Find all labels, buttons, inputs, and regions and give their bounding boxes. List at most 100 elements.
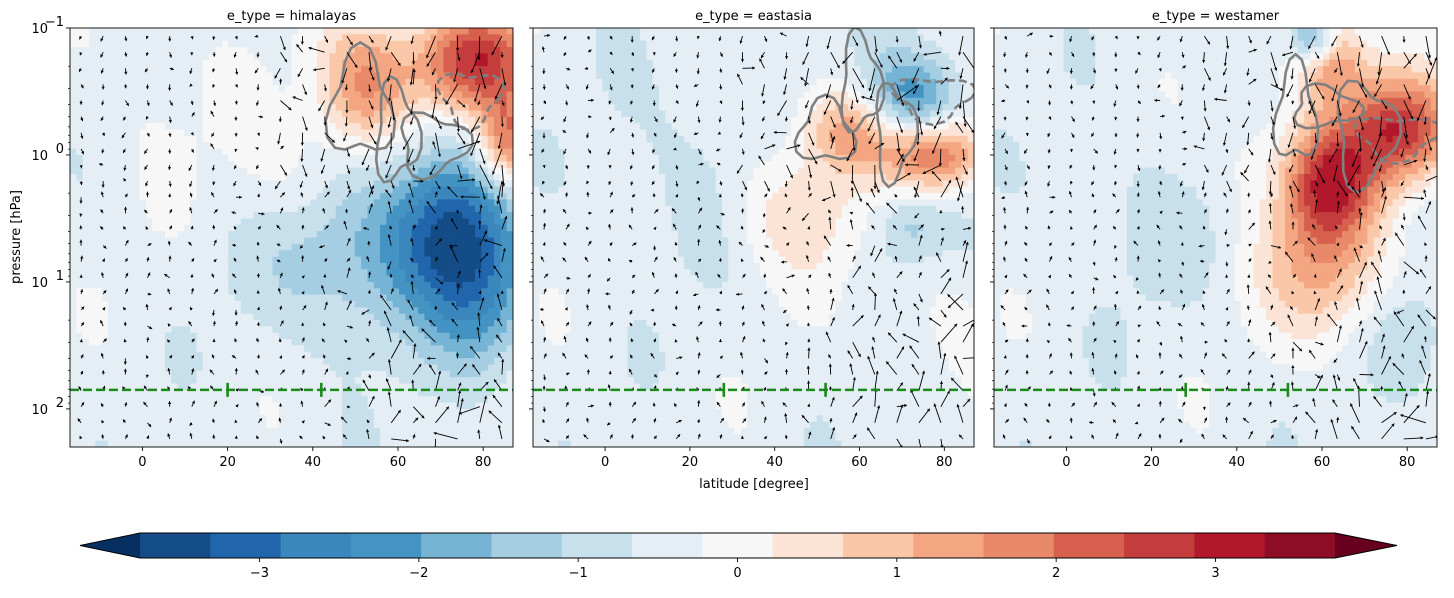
- heat-cell: [354, 28, 362, 35]
- heat-cell: [361, 351, 369, 359]
- heat-cell: [405, 205, 413, 213]
- heat-cell: [506, 116, 513, 124]
- heat-cell: [76, 326, 84, 334]
- heat-cell: [354, 300, 362, 308]
- heat-cell: [259, 59, 267, 67]
- heat-cell: [120, 288, 128, 296]
- heat-cell: [126, 72, 134, 80]
- quiver-arrowhead: [167, 433, 171, 437]
- heat-cell: [316, 440, 324, 447]
- heat-cell: [285, 66, 293, 74]
- heat-cell: [70, 440, 77, 447]
- heat-cell: [247, 364, 255, 372]
- heat-cell: [310, 148, 318, 156]
- quiver-arrowhead: [79, 165, 83, 169]
- heat-cell: [468, 154, 476, 162]
- heat-cell: [164, 408, 172, 416]
- heat-cell: [240, 47, 248, 54]
- heat-cell: [291, 281, 299, 289]
- heat-cell: [234, 53, 242, 61]
- heat-cell: [139, 434, 147, 442]
- heat-cell: [278, 40, 286, 48]
- heat-cell: [297, 281, 305, 289]
- heat-cell: [253, 167, 261, 175]
- heat-cell: [164, 66, 172, 74]
- heat-cell: [329, 256, 337, 264]
- heat-cell: [418, 237, 425, 245]
- heat-cell: [424, 40, 432, 48]
- heat-cell: [253, 142, 261, 150]
- heat-cell: [272, 116, 280, 124]
- heat-cell: [70, 123, 77, 131]
- heat-cell: [468, 161, 476, 169]
- heat-cell: [120, 383, 128, 391]
- heat-cell: [342, 300, 350, 308]
- heat-cell: [114, 237, 122, 245]
- heat-cell: [101, 332, 109, 340]
- heat-cell: [240, 205, 248, 213]
- heat-cell: [449, 402, 457, 410]
- heat-cell: [297, 421, 305, 429]
- heat-cell: [380, 370, 388, 378]
- heat-cell: [209, 154, 217, 162]
- heat-cell: [456, 91, 463, 99]
- heat-cell: [494, 421, 501, 429]
- quiver-arrowhead: [191, 355, 194, 359]
- heat-cell: [70, 281, 77, 289]
- heat-cell: [297, 85, 305, 93]
- quiver-arrowhead: [123, 361, 127, 365]
- heat-cell: [367, 313, 375, 321]
- heat-cell: [171, 237, 179, 245]
- heat-cell: [70, 91, 77, 99]
- heat-cell: [158, 110, 166, 118]
- quiver-arrowhead: [212, 36, 216, 40]
- heat-cell: [380, 281, 388, 289]
- heat-cell: [177, 72, 185, 80]
- heat-cell: [266, 364, 274, 372]
- heat-cell: [405, 231, 413, 239]
- heat-cell: [266, 116, 274, 124]
- heat-cell: [310, 72, 318, 80]
- heat-cell: [177, 110, 185, 118]
- heat-cell: [266, 408, 274, 416]
- heat-cell: [126, 135, 134, 143]
- heat-cell: [88, 351, 96, 359]
- heat-cell: [247, 212, 255, 220]
- heat-cell: [70, 53, 77, 61]
- heat-cell: [158, 231, 166, 239]
- heat-cell: [367, 91, 375, 99]
- heat-cell: [506, 389, 513, 397]
- heat-cell: [164, 288, 172, 296]
- heat-cell: [291, 135, 299, 143]
- heat-cell: [247, 40, 255, 48]
- quiver-arrowhead: [101, 403, 104, 407]
- heat-cell: [272, 104, 280, 112]
- heat-cell: [411, 377, 419, 385]
- heat-cell: [437, 389, 444, 397]
- heat-cell: [500, 97, 508, 105]
- heat-cell: [449, 186, 457, 194]
- heat-cell: [449, 34, 457, 42]
- heat-cell: [101, 427, 109, 435]
- quiver-arrowhead: [168, 193, 172, 197]
- heat-cell: [285, 250, 293, 258]
- heat-cell: [126, 281, 134, 289]
- quiver-arrowhead: [145, 116, 149, 120]
- heat-cell: [209, 396, 217, 404]
- heat-cell: [285, 148, 293, 156]
- heat-cell: [316, 269, 324, 277]
- heat-cell: [158, 47, 166, 54]
- heat-cell: [259, 40, 267, 48]
- heat-cell: [126, 53, 134, 61]
- heat-cell: [95, 300, 103, 308]
- heat-cell: [228, 288, 236, 296]
- heat-cell: [152, 307, 160, 315]
- heat-cell: [221, 218, 229, 226]
- heat-cell: [329, 434, 337, 442]
- quiver-arrowhead: [209, 369, 213, 373]
- heat-cell: [76, 161, 84, 169]
- heat-cell: [285, 174, 293, 181]
- heat-cell: [133, 250, 141, 258]
- heat-cell: [361, 415, 369, 423]
- heat-cell: [323, 224, 331, 232]
